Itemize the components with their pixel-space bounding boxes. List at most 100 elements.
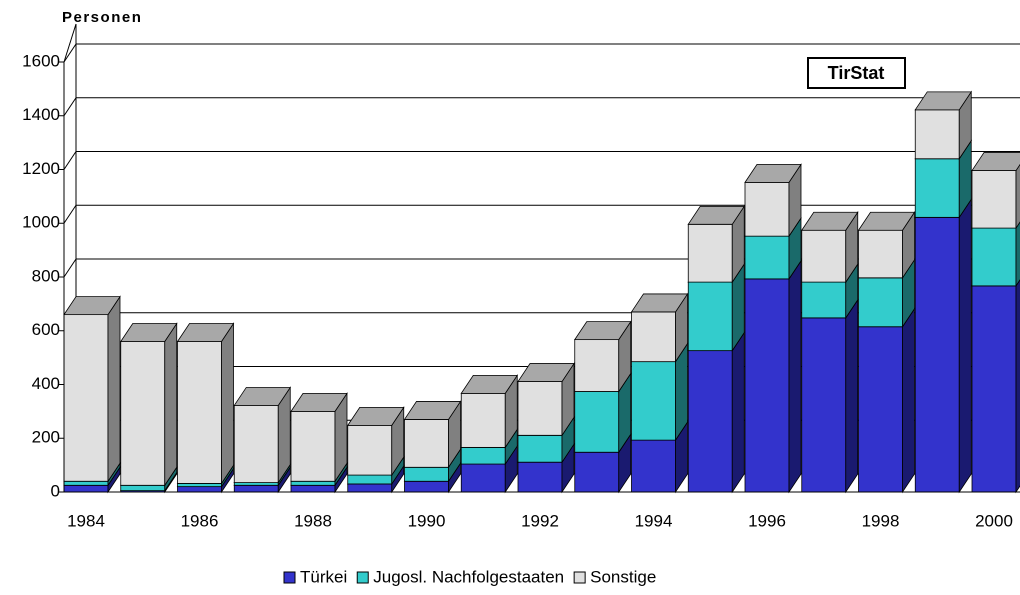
grid-line-side [63,97,77,117]
x-tick-label: 1990 [408,511,446,530]
bar [858,326,903,493]
bar [914,158,960,218]
bar [517,381,563,436]
bar-side [1015,279,1020,494]
x-tick-label: 1984 [67,511,105,530]
bar-top [744,163,802,183]
bar [914,109,960,160]
bar-side [1015,221,1020,288]
bar [687,350,733,493]
legend-label: Türkei [300,567,347,586]
bar [971,227,1017,287]
x-tick-label: 1992 [521,511,559,530]
bar-side [1015,163,1020,230]
bar [744,278,790,493]
bar-top [971,152,1020,171]
bar-side [958,198,972,494]
bar-top [574,321,632,341]
x-tick-label: 1994 [635,511,673,530]
bar [971,170,1017,229]
bar-top [630,293,689,313]
y-tick-label: 1000 [22,213,60,232]
bar [801,317,847,493]
chart-title: Personen [62,9,142,26]
bar [404,466,449,482]
y-tick-label: 1400 [22,105,60,124]
bar [460,446,506,465]
y-tick-label: 1200 [22,159,60,178]
bar [177,486,222,493]
bar [574,339,620,392]
bar-top [233,387,291,406]
bar [687,223,733,283]
legend-swatch [356,571,369,584]
bar-top [460,374,518,394]
y-tick-label: 400 [32,374,60,393]
bar [460,392,506,448]
y-axis-top [63,23,77,63]
bar-top [857,211,916,231]
bar [233,405,279,483]
bar [404,419,449,468]
bar [574,391,620,453]
bar [631,361,676,441]
bar [914,216,960,493]
bar-top [687,205,745,225]
bar-side [731,331,745,494]
bar [574,451,620,493]
legend-swatch [573,571,586,584]
bar [233,482,279,486]
bar-side [788,259,802,494]
bar [404,480,449,493]
bar [290,410,336,482]
bar [63,314,109,482]
grid-line-side [63,258,77,278]
bar [631,439,676,493]
bar [971,285,1017,493]
bar [290,480,336,486]
bar-top [403,401,462,420]
bar-top [347,406,405,426]
bar-top [120,323,178,342]
bar [347,474,393,485]
x-tick-label: 1986 [181,511,219,530]
legend-label: Jugosl. Nachfolgestaaten [373,567,564,586]
y-tick-label: 1600 [22,51,60,70]
annotation: TirStat [828,63,885,83]
bar [120,341,166,486]
bar [347,483,393,493]
bar [744,181,790,237]
bar [517,461,563,493]
bar-top [914,91,972,111]
bar-side [107,295,121,483]
bar [631,311,676,363]
bar [687,281,733,352]
bar [233,484,279,493]
bar [347,424,393,476]
y-tick-label: 200 [32,428,60,447]
x-tick-label: 1988 [294,511,332,530]
bar [63,480,109,486]
y-tick-label: 600 [32,320,60,339]
x-tick-label: 2000 [975,511,1013,530]
x-tick-label: 1996 [748,511,786,530]
bar [177,482,222,488]
x-tick-label: 1998 [862,511,900,530]
bar-top [63,296,121,316]
bar [120,484,166,492]
bar [801,281,847,319]
bar [290,484,336,493]
grid-line-side [63,151,77,170]
y-tick-label: 0 [51,481,60,500]
bar-side [164,322,178,487]
legend-swatch [283,571,296,584]
legend-label: Sonstige [590,567,656,586]
bar-side [845,298,859,494]
bar [63,484,109,493]
grid-line-side [63,43,77,63]
bar [177,341,222,484]
bar [460,463,506,493]
bar [858,229,903,279]
bar-top [517,363,575,382]
